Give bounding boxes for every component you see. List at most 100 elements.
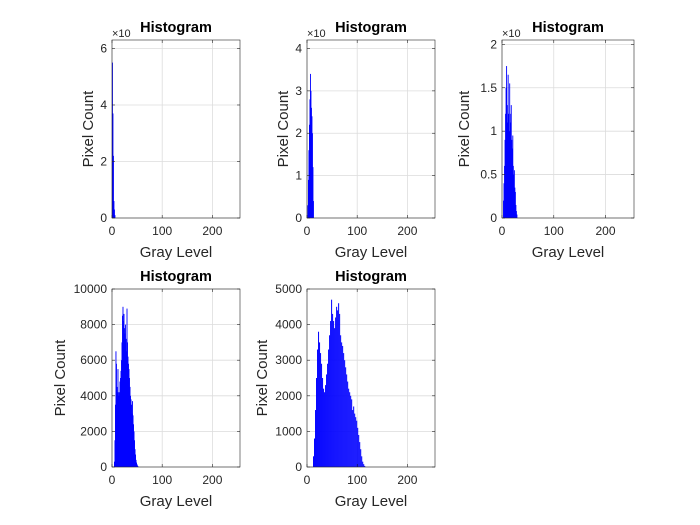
histogram-bar: [511, 139, 513, 218]
y-tick-label: 4000: [275, 318, 302, 332]
histogram-bar: [125, 324, 126, 467]
histogram-bar: [127, 342, 128, 467]
y-tick-label: 5000: [275, 282, 302, 296]
histogram-bar: [130, 399, 132, 467]
y-axis-label: Pixel Count: [52, 339, 69, 417]
y-tick-label: 2000: [275, 389, 302, 403]
histogram-bar: [115, 404, 116, 467]
x-tick-label: 100: [544, 224, 564, 238]
histogram-bar: [345, 367, 347, 467]
histogram-bar: [132, 401, 133, 467]
y-exponent-label: ×10: [307, 28, 326, 40]
histogram-bar: [347, 381, 349, 467]
histogram-bar: [515, 211, 517, 218]
y-tick-label: 2: [295, 126, 302, 140]
histogram-bar: [344, 360, 346, 467]
histogram-bar: [508, 113, 510, 218]
histogram-bar: [118, 392, 119, 467]
histogram-bar: [322, 378, 324, 467]
subplot-1: 0 100 200 0 2 4 6 ×10 Histogram Gray Level Pixel C…: [80, 20, 241, 261]
histogram-bar: [329, 335, 331, 467]
histogram-bar: [129, 386, 131, 467]
histogram-bar: [321, 363, 323, 467]
histogram-bar: [122, 315, 123, 467]
histogram-bar: [124, 328, 125, 467]
histogram-bar: [357, 427, 359, 467]
histogram-bar: [334, 328, 336, 467]
histogram-bar: [317, 349, 319, 467]
histogram-bar: [509, 83, 511, 218]
histogram-bar: [133, 431, 135, 467]
histogram-bar: [316, 378, 318, 467]
histogram-bar: [326, 374, 328, 467]
y-axis-label: Pixel Count: [275, 90, 292, 168]
y-tick-label: 8000: [80, 318, 107, 332]
histogram-bar: [313, 201, 314, 218]
histogram-bar: [510, 105, 512, 218]
histogram-bar: [310, 90, 312, 218]
histogram-bar: [343, 353, 345, 467]
histogram-bar: [124, 333, 126, 467]
x-tick-label: 0: [109, 473, 116, 487]
histogram-bar: [130, 395, 131, 467]
axes-box: [501, 39, 635, 219]
histogram-bar: [340, 335, 342, 467]
histogram-bar: [335, 317, 337, 467]
y-tick-label: 6000: [80, 353, 107, 367]
histogram-bar: [115, 351, 117, 467]
histogram-bar: [315, 410, 317, 467]
y-tick-label: 1: [490, 124, 497, 138]
histogram-bar: [506, 105, 508, 218]
histogram-bar: [112, 62, 113, 218]
y-tick-label: 6: [100, 41, 107, 55]
y-tick-label: 1000: [275, 424, 302, 438]
histogram-bar: [311, 107, 312, 218]
histogram-bar: [339, 313, 341, 467]
histogram-bar: [134, 440, 135, 467]
y-axis-label: Pixel Count: [456, 90, 473, 168]
histogram-bar: [118, 395, 120, 467]
histogram-bar: [122, 306, 124, 467]
y-tick-label: 0: [295, 460, 302, 474]
histogram-bar: [509, 113, 511, 218]
y-exponent-label: ×10: [502, 28, 521, 40]
histogram-bar: [508, 131, 510, 218]
histogram-bar: [116, 363, 117, 467]
histogram-bar: [512, 135, 514, 218]
histogram-bar: [112, 113, 114, 218]
histogram-bar: [362, 461, 364, 467]
histogram-bar: [514, 187, 516, 218]
histogram-bar: [361, 456, 363, 467]
histogram-bar: [125, 338, 127, 467]
x-tick-label: 200: [202, 473, 222, 487]
histogram-bar: [114, 440, 116, 467]
axes-box: [306, 288, 436, 468]
histogram-bar: [320, 353, 322, 467]
y-tick-label: 2: [490, 37, 497, 51]
x-tick-label: 200: [596, 224, 616, 238]
y-tick-label: 10000: [74, 282, 108, 296]
subplot-3: 0 100 200 0 0.5 1 1.5 2 ×10 Histogram Gray Level Pi…: [456, 20, 635, 261]
x-axis-label: Gray Level: [335, 244, 408, 261]
histogram-bar: [114, 215, 116, 218]
histogram-bar: [338, 303, 340, 467]
y-exponent-label: ×10: [112, 28, 131, 40]
y-tick-label: 3: [295, 84, 302, 98]
y-tick-label: 4: [295, 41, 302, 55]
subplot-4: 0 100 2000200040006000800010000HistogramGr…: [52, 269, 241, 510]
y-tick-label: 0: [100, 211, 107, 225]
histogram-bar: [341, 342, 343, 467]
histogram-bar: [116, 386, 118, 467]
histogram-bar: [310, 73, 311, 219]
x-tick-label: 200: [397, 224, 417, 238]
histogram-bar: [308, 150, 310, 218]
y-tick-label: 3000: [275, 353, 302, 367]
subplot-2: 0 100 200 0 1 2 3 4 ×10 Histogram Gray Level Pixel …: [275, 20, 436, 261]
histogram-bar: [354, 413, 356, 467]
axes-background: [502, 40, 634, 218]
histogram-bar: [128, 363, 129, 467]
histogram-bar: [330, 321, 332, 467]
x-tick-label: 100: [152, 473, 172, 487]
histogram-bar: [324, 392, 326, 467]
histogram-bar: [513, 174, 515, 218]
